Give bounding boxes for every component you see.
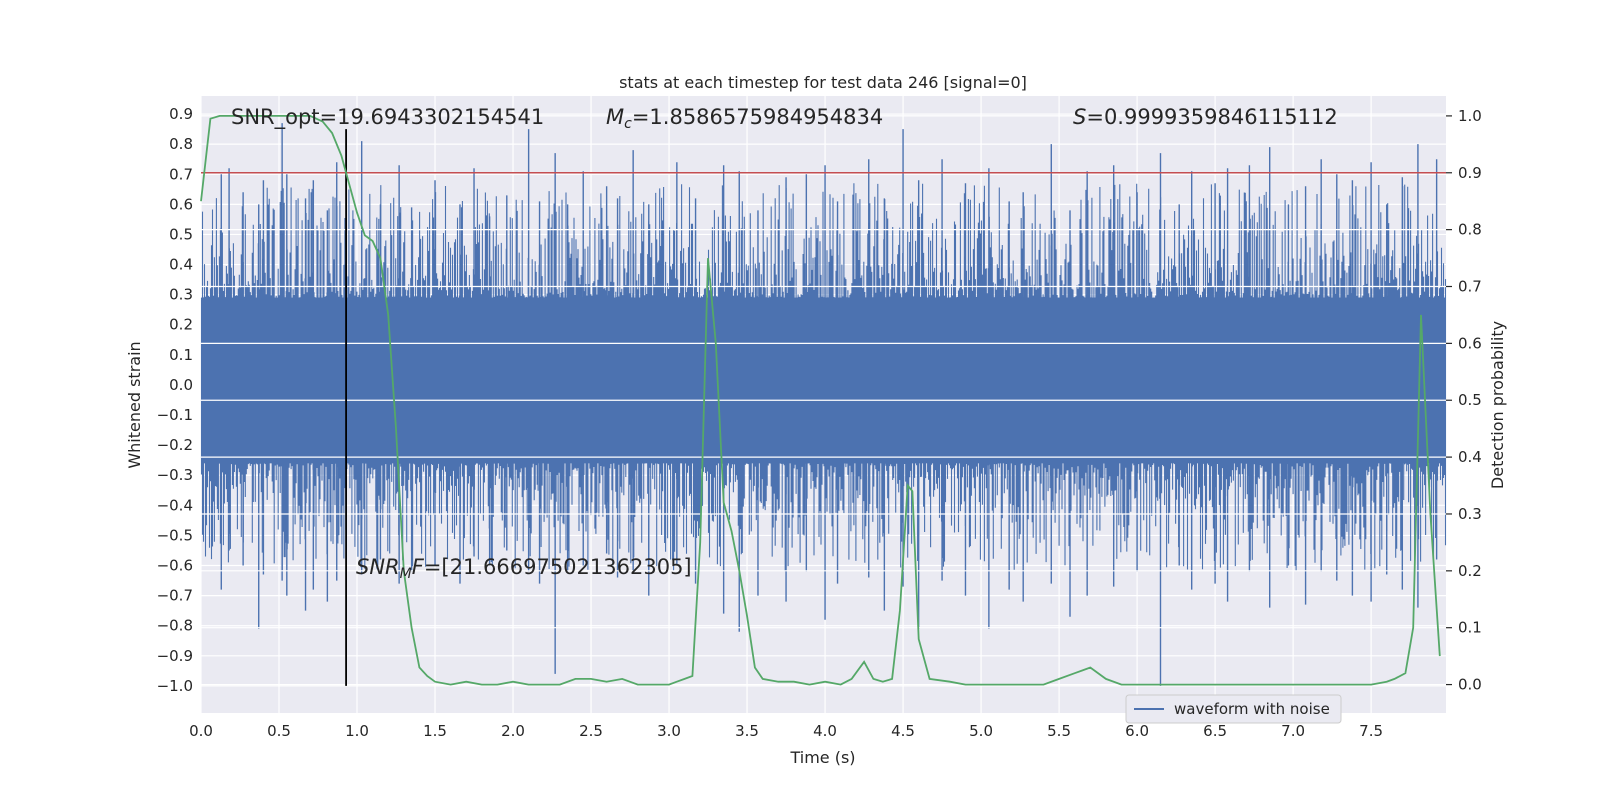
y2-tick-label: 0.3 (1458, 505, 1482, 523)
y-tick-label: 0.9 (169, 105, 193, 123)
y-tick-label: −0.5 (157, 526, 193, 544)
y-tick-label: −0.1 (157, 406, 193, 424)
x-tick-label: 2.0 (501, 722, 525, 740)
x-tick-label: 7.5 (1359, 722, 1383, 740)
y2-tick-label: 0.6 (1458, 334, 1482, 352)
legend-box (1125, 694, 1342, 724)
overlap-value: =0.9999359846115112 (1086, 105, 1337, 129)
chirp-mass-symbol: M (606, 105, 624, 129)
overlap-annotation: S=0.9999359846115112 (1073, 105, 1338, 129)
y-tick-label: −1.0 (157, 677, 193, 695)
x-tick-label: 5.5 (1047, 722, 1071, 740)
y2-tick-label: 0.8 (1458, 221, 1482, 239)
y-tick-label: 0.0 (169, 376, 193, 394)
x-tick-label: 3.5 (735, 722, 759, 740)
x-tick-label: 2.5 (579, 722, 603, 740)
y2-tick-label: 0.7 (1458, 278, 1482, 296)
waveform-noise (200, 183, 1447, 572)
x-tick-label: 6.0 (1125, 722, 1149, 740)
chirp-mass-value: =1.8586575984954834 (632, 105, 883, 129)
x-axis-ticks: 0.0 0.5 1.0 1.5 2.0 2.5 3.0 3.5 4.0 4.5 5.0 5.5 6.0 6… (189, 722, 1383, 740)
y2-tick-label: 0.4 (1458, 448, 1482, 466)
x-tick-label: 5.0 (969, 722, 993, 740)
y2-axis-ticks: 1.0 0.9 0.8 0.7 0.6 0.5 0.4 0.3 0.2 0.1 0.0 (1446, 107, 1482, 694)
snr-mf-symbol: SNR (356, 555, 400, 579)
x-tick-label: 1.0 (345, 722, 369, 740)
y-tick-label: 0.6 (169, 195, 193, 213)
y-tick-label: −0.9 (157, 647, 193, 665)
y-tick-label: 0.4 (169, 256, 193, 274)
y-axis-ticks: 0.9 0.8 0.7 0.6 0.5 0.4 0.3 0.2 0.1 0.0 −0.1 −0.2 −0… (157, 105, 193, 695)
legend: waveform with noise (1125, 694, 1342, 724)
chirp-mass-annotation: Mc=1.8586575984954834 (606, 105, 883, 132)
x-tick-label: 3.0 (657, 722, 681, 740)
y-tick-label: 0.8 (169, 135, 193, 153)
y2-tick-label: 0.0 (1458, 676, 1482, 694)
x-tick-label: 0.0 (189, 722, 213, 740)
overlap-symbol: S (1073, 105, 1086, 129)
y-tick-label: −0.6 (157, 557, 193, 575)
y-tick-label: 0.1 (169, 346, 193, 364)
y2-tick-label: 0.2 (1458, 562, 1482, 580)
x-tick-label: 7.0 (1281, 722, 1305, 740)
x-axis-label: Time (s) (789, 748, 855, 767)
x-tick-label: 1.5 (423, 722, 447, 740)
y-tick-label: 0.5 (169, 225, 193, 243)
y-tick-label: −0.2 (157, 436, 193, 454)
snr-mf-value: =[21.666975021362305] (424, 555, 692, 579)
legend-label: waveform with noise (1174, 700, 1330, 718)
chirp-mass-subscript: c (624, 116, 632, 132)
snr-mf-subscript: M (400, 566, 412, 582)
snr-mf-symbol-tail: F (412, 555, 425, 579)
y2-tick-label: 1.0 (1458, 107, 1482, 125)
y-tick-label: −0.4 (157, 496, 193, 514)
detection-probability-line (200, 115, 1441, 686)
y2-tick-label: 0.9 (1458, 164, 1482, 182)
x-tick-label: 4.5 (891, 722, 915, 740)
snr-opt-annotation: SNR_opt=19.6943302154541 (231, 105, 544, 130)
y2-axis-label: Detection probability (1488, 321, 1507, 489)
y-tick-label: 0.2 (169, 316, 193, 334)
y-tick-label: 0.3 (169, 286, 193, 304)
y-tick-label: 0.7 (169, 165, 193, 183)
y-tick-label: −0.7 (157, 587, 193, 605)
y-tick-label: −0.8 (157, 617, 193, 635)
y-tick-label: −0.3 (157, 466, 193, 484)
y2-tick-label: 0.5 (1458, 391, 1482, 409)
y-axis-label: Whitened strain (125, 341, 144, 468)
x-tick-label: 6.5 (1203, 722, 1227, 740)
waveform-series (200, 123, 1447, 686)
y2-tick-label: 0.1 (1458, 619, 1482, 637)
chart-title: stats at each timestep for test data 246… (619, 73, 1027, 92)
x-tick-label: 0.5 (267, 722, 291, 740)
x-tick-label: 4.0 (813, 722, 837, 740)
snr-mf-annotation: SNRMF=[21.666975021362305] (356, 555, 692, 582)
